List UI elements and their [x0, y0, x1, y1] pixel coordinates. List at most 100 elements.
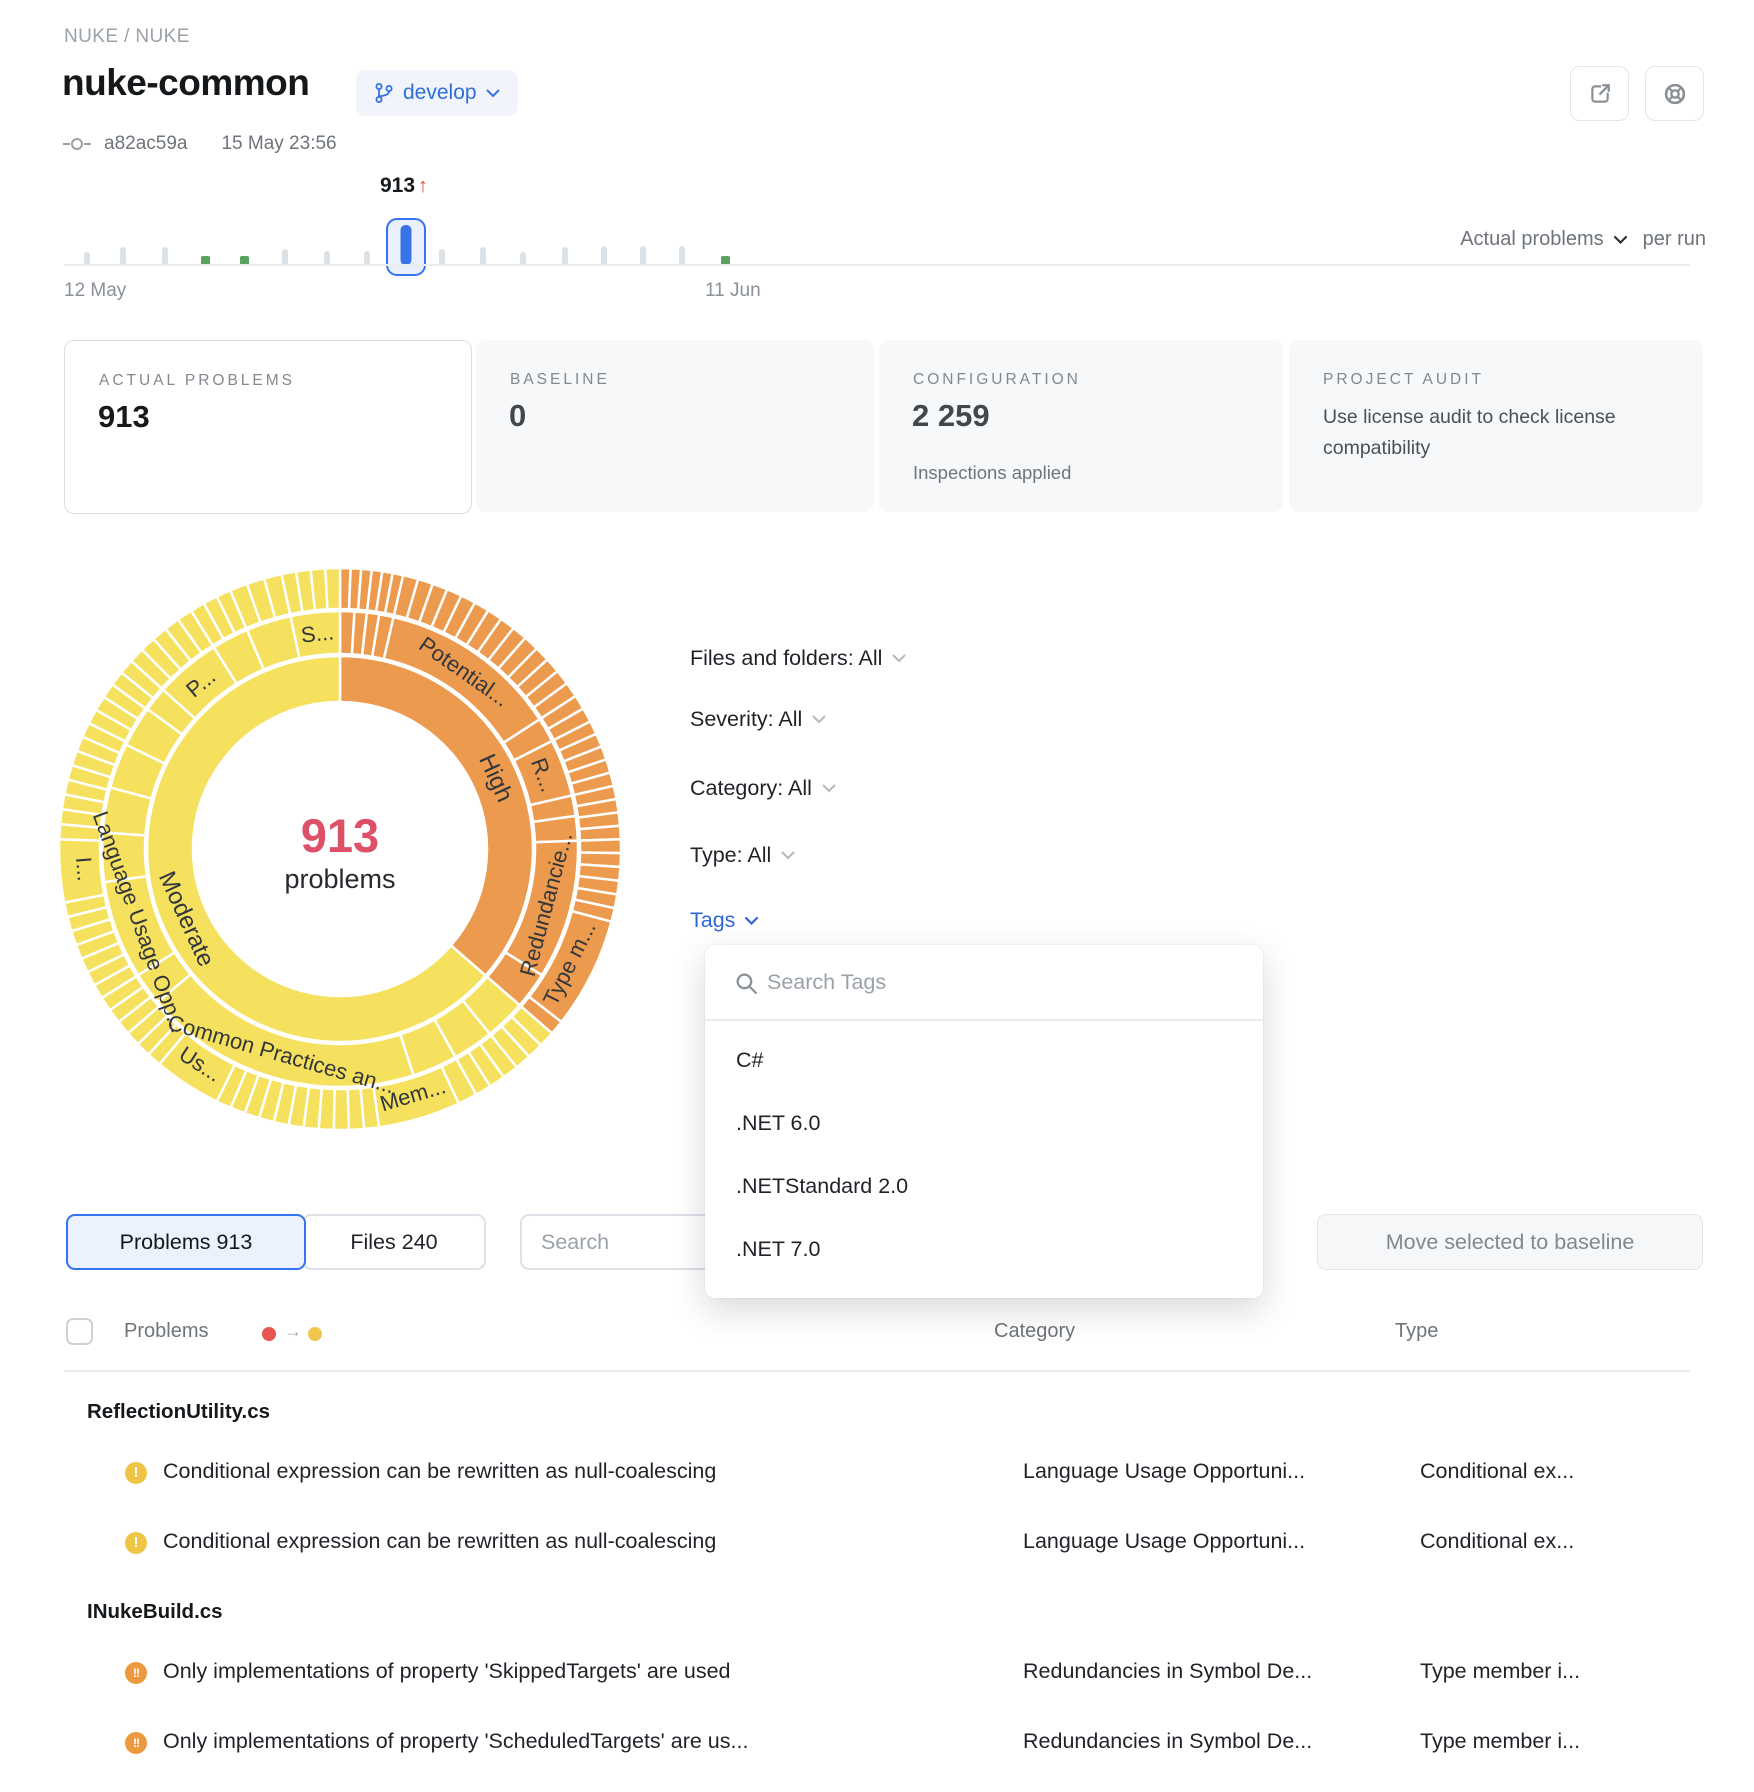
run-bar[interactable] — [679, 246, 685, 264]
run-bar[interactable] — [480, 247, 486, 264]
move-to-baseline-button[interactable]: Move selected to baseline — [1317, 1214, 1703, 1270]
commit-info: a82ac59a 15 May 23:56 — [62, 132, 337, 156]
tags-label[interactable]: Tags — [690, 908, 736, 932]
tag-option[interactable]: C# — [736, 1048, 764, 1072]
problem-text: Only implementations of property 'Skippe… — [163, 1659, 731, 1683]
card-label: ACTUAL PROBLEMS — [99, 372, 296, 389]
branch-selector[interactable]: develop — [356, 70, 518, 116]
sunburst-segment[interactable] — [145, 654, 488, 1044]
filter-label: Severity: All — [690, 707, 803, 731]
sunburst-segment[interactable] — [323, 566, 342, 611]
card-value: 0 — [509, 398, 527, 433]
tags-search-input[interactable] — [765, 963, 1229, 1001]
file-group-header: INukeBuild.cs — [87, 1600, 223, 1623]
run-bar-clean[interactable] — [721, 256, 730, 265]
problem-category: Redundancies in Symbol De... — [1023, 1729, 1313, 1753]
problems-sunburst-chart[interactable]: HighModeratePotential...R...Redundancie.… — [40, 549, 640, 1149]
arrow-right-icon: → — [284, 1321, 302, 1341]
run-bar[interactable] — [120, 247, 126, 264]
problem-text: Only implementations of property 'Schedu… — [163, 1729, 749, 1753]
moderate-severity-icon: ! — [125, 1532, 147, 1554]
tab-baseline[interactable]: BASELINE 0 — [476, 340, 874, 512]
column-category[interactable]: Category — [994, 1320, 1076, 1342]
moderate-severity-icon: ! — [125, 1462, 147, 1484]
chevron-down-icon — [745, 916, 759, 925]
column-type[interactable]: Type — [1395, 1320, 1439, 1342]
run-bar[interactable] — [601, 246, 607, 264]
run-bar[interactable] — [520, 252, 526, 264]
breadcrumb[interactable]: NUKE / NUKE — [64, 26, 190, 47]
run-bar-clean[interactable] — [201, 256, 210, 265]
severity-yellow-dot-icon — [308, 1327, 322, 1341]
sunburst-segment[interactable] — [346, 1086, 366, 1132]
problem-row[interactable]: ! Conditional expression can be rewritten… — [64, 1438, 1690, 1508]
problem-row[interactable]: !! Only implementations of property 'Sche… — [64, 1708, 1690, 1778]
run-bar[interactable] — [162, 247, 168, 264]
run-bar — [400, 225, 412, 265]
filter-label: Category: All — [690, 776, 812, 800]
chevron-down-icon — [822, 784, 836, 792]
filter-severity[interactable]: Severity: All — [690, 705, 826, 733]
help-button[interactable] — [1645, 66, 1704, 121]
run-bar[interactable] — [640, 246, 646, 264]
problem-text: Conditional expression can be rewritten … — [163, 1459, 717, 1483]
sunburst-segment[interactable] — [332, 1087, 351, 1132]
tab-files[interactable]: Files 240 — [302, 1214, 486, 1270]
run-bar[interactable] — [439, 249, 445, 264]
file-group-header: ReflectionUtility.cs — [87, 1400, 271, 1423]
high-severity-icon: !! — [125, 1732, 147, 1754]
filter-label: Files and folders: All — [690, 646, 883, 670]
sunburst-total: 913 — [300, 809, 380, 862]
tags-dropdown: C# .NET 6.0 .NETStandard 2.0 .NET 7.0 — [705, 945, 1263, 1298]
select-all-checkbox[interactable] — [66, 1318, 93, 1345]
tab-actual-problems[interactable]: ACTUAL PROBLEMS 913 — [64, 340, 472, 514]
filter-category[interactable]: Category: All — [690, 774, 836, 802]
branch-name: develop — [403, 81, 477, 104]
column-problems[interactable]: Problems — [124, 1320, 209, 1342]
timeline-start-date: 12 May — [64, 280, 127, 301]
timeline-selected-value: 913 ↑ — [379, 174, 429, 197]
tag-option[interactable]: .NETStandard 2.0 — [736, 1174, 909, 1198]
git-branch-icon — [375, 83, 393, 103]
sunburst-segment[interactable] — [289, 609, 342, 660]
open-external-button[interactable] — [1570, 66, 1629, 121]
timeline-selected-run[interactable] — [386, 218, 426, 276]
problem-type: Type member i... — [1420, 1659, 1581, 1683]
timeline-end-date: 11 Jun — [705, 280, 761, 301]
filter-tags[interactable]: Tags — [690, 908, 759, 933]
problem-row[interactable]: ! Conditional expression can be rewritten… — [64, 1508, 1690, 1578]
card-value: 2 259 — [912, 398, 990, 433]
tab-problems[interactable]: Problems 913 — [66, 1214, 306, 1270]
timeline-axis — [64, 264, 1690, 266]
filter-type[interactable]: Type: All — [690, 841, 795, 869]
run-bar[interactable] — [324, 251, 330, 264]
problem-type: Conditional ex... — [1420, 1529, 1575, 1553]
problem-text: Conditional expression can be rewritten … — [163, 1529, 717, 1553]
sunburst-segment[interactable] — [338, 654, 535, 978]
run-bar[interactable] — [562, 247, 568, 264]
sunburst-label: I... — [71, 856, 98, 882]
metric-label[interactable]: Actual problems — [1460, 228, 1604, 250]
commit-hash[interactable]: a82ac59a — [104, 133, 188, 154]
run-bar-clean[interactable] — [240, 256, 249, 265]
timeline-metric-selector[interactable]: Actual problems per run — [1460, 228, 1706, 251]
tag-option[interactable]: .NET 7.0 — [736, 1237, 821, 1261]
card-value: 913 — [98, 399, 150, 434]
external-link-icon — [1590, 83, 1610, 103]
chevron-down-icon — [486, 89, 500, 97]
run-bar[interactable] — [282, 249, 288, 264]
run-bar[interactable] — [364, 251, 370, 264]
filter-files-and-folders[interactable]: Files and folders: All — [690, 644, 906, 672]
chevron-down-icon — [781, 851, 795, 859]
divider — [705, 1019, 1263, 1021]
problem-type: Type member i... — [1420, 1729, 1581, 1753]
sunburst-segment[interactable] — [578, 837, 623, 855]
problem-type: Conditional ex... — [1420, 1459, 1575, 1483]
tag-option[interactable]: .NET 6.0 — [736, 1111, 821, 1135]
tab-configuration[interactable]: CONFIGURATION 2 259 Inspections applied — [879, 340, 1283, 512]
commit-date: 15 May 23:56 — [221, 133, 337, 154]
tab-project-audit[interactable]: PROJECT AUDIT Use license audit to check… — [1289, 340, 1703, 512]
run-bar[interactable] — [84, 252, 90, 264]
problem-row[interactable]: !! Only implementations of property 'Skip… — [64, 1638, 1690, 1708]
problem-category: Redundancies in Symbol De... — [1023, 1659, 1313, 1683]
